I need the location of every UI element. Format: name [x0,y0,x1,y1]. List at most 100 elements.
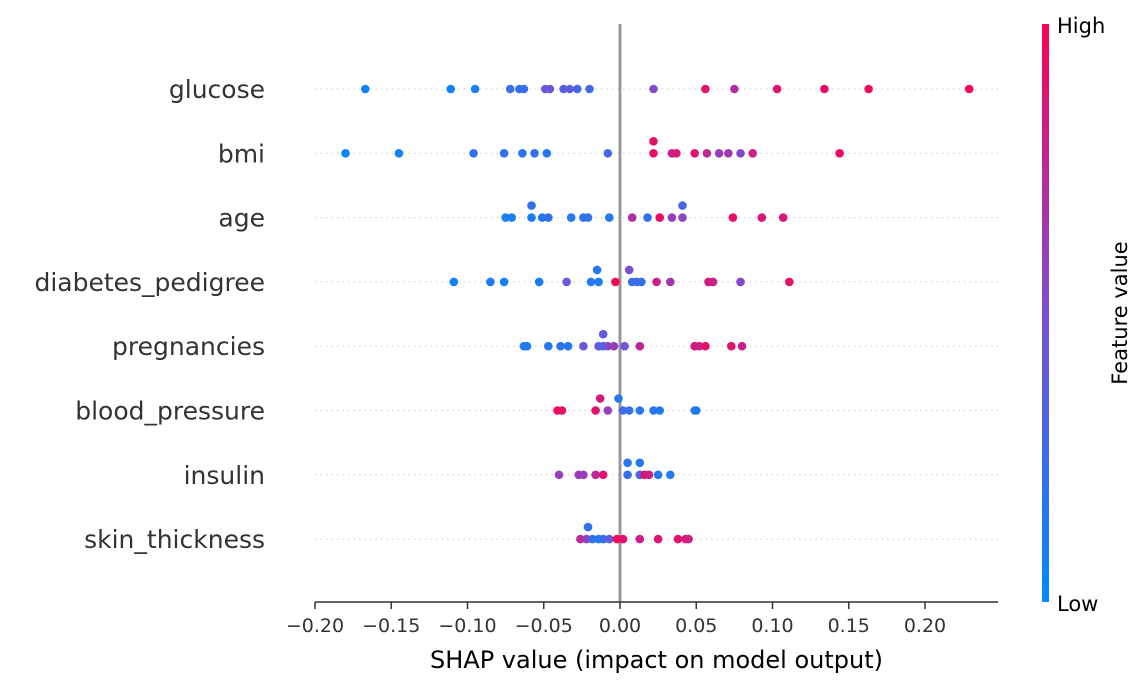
point-glucose-5 [519,84,529,94]
feature-label-blood_pressure: blood_pressure [75,397,265,426]
point-bmi-6 [542,149,552,158]
point-bmi-9 [649,149,658,158]
point-skin_thickness-7 [612,534,622,544]
point-insulin-11 [653,470,663,480]
point-diabetes_pedigree-18 [785,277,794,287]
feature-label-glucose: glucose [169,75,265,104]
x-tick-label: 0.05 [675,615,717,637]
point-bmi-7 [603,149,613,158]
point-glucose-7 [545,84,555,94]
point-age-15 [678,201,687,210]
points-layer [341,84,974,544]
point-insulin-0 [623,458,632,468]
point-pregnancies-10 [609,341,619,351]
point-glucose-14 [730,84,739,94]
point-glucose-13 [701,84,710,94]
point-glucose-15 [772,84,782,94]
point-glucose-16 [820,84,829,94]
feature-rows: glucose bmi age diabetes_pedigree pregnancie… [34,75,998,554]
point-glucose-17 [864,84,873,94]
point-age-4 [537,213,547,222]
point-diabetes_pedigree-6 [562,277,571,287]
point-diabetes_pedigree-5 [534,277,544,287]
point-blood_pressure-8 [635,406,645,415]
point-glucose-10 [573,84,582,94]
point-age-2 [507,213,516,222]
point-diabetes_pedigree-16 [708,277,718,287]
point-bmi-1 [394,149,404,158]
point-glucose-2 [470,84,480,94]
point-pregnancies-5 [563,341,573,351]
point-pregnancies-6 [579,341,588,351]
point-blood_pressure-9 [649,406,658,415]
point-age-3 [527,213,536,222]
point-bmi-2 [469,149,478,158]
point-insulin-6 [598,470,608,480]
feature-label-age: age [218,204,265,233]
point-diabetes_pedigree-4 [499,277,509,287]
point-glucose-1 [446,84,456,94]
point-insulin-12 [666,470,675,480]
point-blood_pressure-4 [591,406,600,415]
point-insulin-7 [623,470,632,480]
point-age-10 [627,213,637,222]
x-tick-label: 0.15 [828,615,870,637]
point-skin_thickness-5 [598,534,608,544]
point-pregnancies-16 [727,341,736,351]
point-skin_thickness-9 [635,534,645,544]
point-bmi-15 [724,149,733,158]
point-bmi-8 [649,137,658,146]
x-axis-title: SHAP value (impact on model output) [430,646,883,674]
point-skin_thickness-13 [684,534,693,544]
point-insulin-2 [554,470,564,480]
colorbar: High Low Feature value [1042,14,1132,616]
point-bmi-12 [690,149,699,158]
point-pregnancies-17 [737,341,747,351]
point-skin_thickness-8 [618,534,628,544]
point-pregnancies-9 [603,341,613,351]
point-insulin-4 [579,470,588,480]
point-diabetes_pedigree-8 [594,277,603,287]
point-age-6 [566,213,576,222]
point-diabetes_pedigree-1 [624,265,634,275]
point-bmi-0 [341,149,350,158]
point-age-14 [678,213,687,222]
point-age-11 [643,213,652,222]
point-blood_pressure-10 [655,406,664,415]
point-bmi-18 [835,149,844,158]
point-skin_thickness-6 [605,534,614,544]
point-glucose-9 [565,84,574,94]
point-age-12 [655,213,664,222]
point-age-9 [605,213,614,222]
x-axis-ticks: −0.20 −0.15 −0.10 −0.05 0.00 0.05 0.10 0.15 0.20 [286,602,946,637]
point-diabetes_pedigree-2 [449,277,459,287]
point-diabetes_pedigree-3 [486,277,495,287]
point-pregnancies-4 [556,341,565,351]
point-skin_thickness-3 [588,534,597,544]
point-pregnancies-2 [522,341,532,351]
point-age-8 [583,213,593,222]
point-skin_thickness-10 [653,534,663,544]
point-glucose-0 [361,84,370,94]
point-pregnancies-15 [701,341,710,351]
point-pregnancies-0 [598,329,608,339]
x-tick-label: −0.05 [515,615,573,637]
point-age-16 [728,213,738,222]
feature-label-skin_thickness: skin_thickness [84,525,265,554]
point-bmi-16 [736,149,745,158]
x-tick-label: 0.20 [904,615,946,637]
point-insulin-10 [644,470,654,480]
point-diabetes_pedigree-12 [637,277,646,287]
point-blood_pressure-5 [603,406,613,415]
point-pregnancies-11 [620,341,629,351]
point-diabetes_pedigree-7 [586,277,596,287]
point-blood_pressure-3 [557,406,567,415]
point-glucose-8 [559,84,568,94]
point-glucose-18 [964,84,974,94]
x-tick-label: 0.10 [751,615,793,637]
point-glucose-12 [649,84,658,94]
point-age-17 [757,213,767,222]
feature-label-insulin: insulin [184,461,265,490]
point-glucose-11 [585,84,594,94]
point-bmi-11 [672,149,681,158]
